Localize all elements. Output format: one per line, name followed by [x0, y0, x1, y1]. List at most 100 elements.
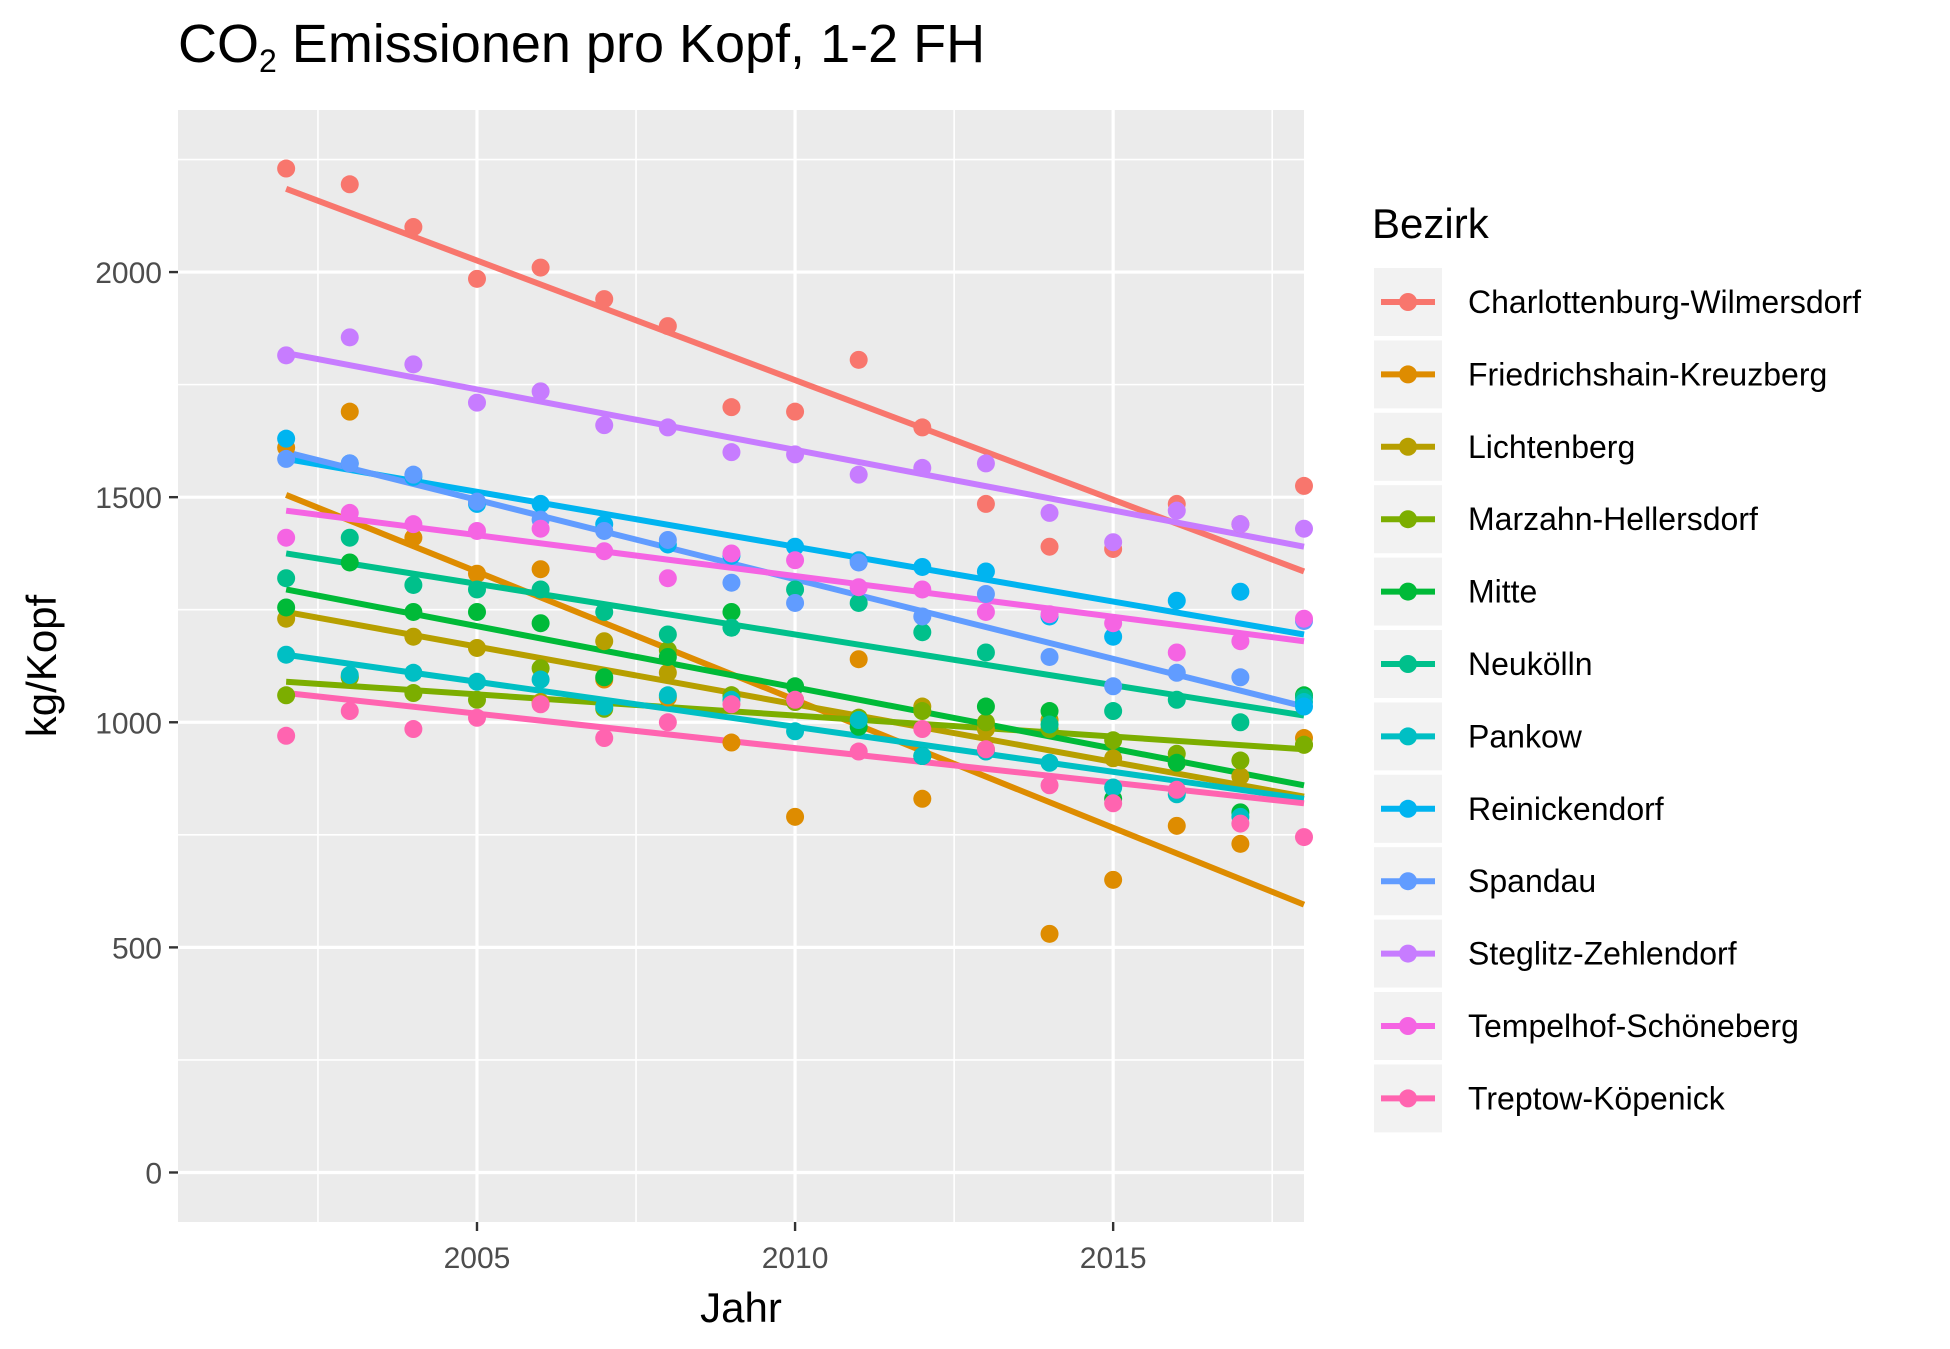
data-point [467, 602, 486, 621]
data-point [1040, 647, 1059, 666]
data-point [849, 742, 868, 761]
data-point [404, 515, 423, 534]
data-point [1040, 537, 1059, 556]
data-point [976, 740, 995, 759]
data-point [1231, 814, 1250, 833]
legend-label: Marzahn-Hellersdorf [1468, 501, 1758, 537]
data-point [595, 416, 614, 435]
data-point [1295, 697, 1313, 716]
x-axis-title: Jahr [700, 1284, 782, 1331]
data-point [277, 598, 296, 617]
data-point [976, 697, 995, 716]
data-point [404, 528, 423, 547]
legend-label: Pankow [1468, 718, 1583, 754]
data-point [1231, 834, 1250, 853]
data-point [531, 382, 550, 401]
data-point [277, 528, 296, 547]
data-point [722, 618, 741, 637]
data-point [658, 530, 677, 549]
legend-label: Reinickendorf [1468, 791, 1664, 827]
data-point [722, 573, 741, 592]
data-point [595, 290, 614, 309]
data-point [467, 580, 486, 599]
data-point [1167, 816, 1186, 835]
data-point [340, 666, 359, 685]
data-point [786, 445, 805, 464]
data-point [1167, 643, 1186, 662]
data-point [849, 650, 868, 669]
data-point [1104, 731, 1123, 750]
data-point [595, 542, 614, 561]
data-point [976, 562, 995, 581]
data-point [849, 465, 868, 484]
trend-line [285, 507, 1305, 645]
data-point [722, 544, 741, 563]
data-point [277, 686, 296, 705]
data-point [531, 258, 550, 277]
legend-point [1399, 293, 1417, 311]
data-point [531, 494, 550, 513]
data-points [277, 159, 1313, 943]
data-point [595, 729, 614, 748]
data-point [1104, 749, 1123, 768]
data-point [1040, 702, 1059, 721]
data-point [467, 521, 486, 540]
y-tick-label: 0 [145, 1157, 162, 1190]
x-tick-label: 2010 [762, 1242, 829, 1275]
data-point [1104, 533, 1123, 552]
data-point [277, 449, 296, 468]
legend-point [1399, 727, 1417, 746]
legend-point [1399, 365, 1417, 384]
data-point [277, 645, 296, 664]
legend-point [1399, 944, 1417, 963]
data-point [1104, 627, 1123, 646]
data-point [976, 454, 995, 473]
data-point [277, 159, 296, 178]
data-point [722, 695, 741, 714]
data-point [913, 557, 932, 576]
data-point [1040, 924, 1059, 943]
legend-point [1399, 655, 1417, 673]
data-point [658, 686, 677, 705]
data-point [1167, 663, 1186, 682]
data-point [1104, 702, 1123, 721]
data-point [340, 454, 359, 473]
data-point [1167, 690, 1186, 709]
legend-point [1399, 1017, 1417, 1035]
legend-label: Steglitz-Zehlendorf [1468, 936, 1737, 972]
data-point [913, 580, 932, 599]
y-axis-title: kg/Kopf [18, 594, 65, 737]
legend-title: Bezirk [1372, 200, 1490, 247]
legend-label: Friedrichshain-Kreuzberg [1468, 356, 1827, 392]
data-point [786, 537, 805, 556]
legend-label: Charlottenburg-Wilmersdorf [1468, 284, 1861, 320]
data-point [277, 346, 296, 365]
data-point [913, 720, 932, 739]
y-tick-label: 500 [112, 932, 162, 965]
legend-label: Tempelhof-Schöneberg [1468, 1008, 1799, 1044]
data-point [531, 695, 550, 714]
data-point [404, 465, 423, 484]
data-point [1231, 767, 1250, 786]
data-point [404, 684, 423, 703]
data-point [340, 503, 359, 522]
data-point [531, 519, 550, 538]
data-point [531, 614, 550, 633]
legend-label: Lichtenberg [1468, 429, 1635, 465]
data-point [404, 720, 423, 739]
data-point [277, 726, 296, 745]
data-point [340, 553, 359, 572]
data-point [1295, 735, 1313, 754]
data-point [340, 175, 359, 194]
data-point [1231, 751, 1250, 770]
y-tick-label: 1000 [95, 707, 162, 740]
data-point [786, 722, 805, 741]
legend-label: Spandau [1468, 863, 1596, 899]
data-point [786, 677, 805, 696]
trend-line [285, 678, 1305, 753]
data-point [404, 355, 423, 374]
data-point [1104, 870, 1123, 889]
data-point [1231, 632, 1250, 651]
data-point [722, 398, 741, 417]
